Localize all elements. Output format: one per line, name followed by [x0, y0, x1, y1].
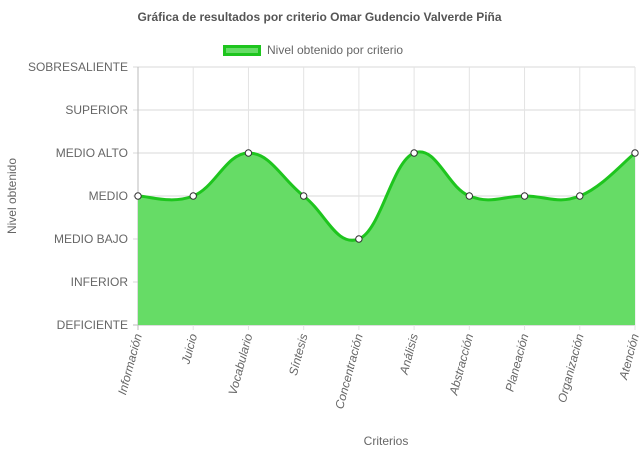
x-tick-label: Vocabulario	[226, 332, 256, 397]
x-tick-label: Abstracción	[446, 332, 476, 397]
data-point[interactable]	[189, 192, 197, 200]
x-tick-label: Síntesis	[286, 332, 311, 377]
x-tick-label: Análisis	[397, 332, 421, 377]
data-point[interactable]	[631, 149, 639, 157]
data-point[interactable]	[299, 192, 308, 200]
x-tick-label: Atención	[616, 332, 639, 382]
x-tick-label: Concentración	[332, 332, 366, 411]
legend-label: Nivel obtenido por criterio	[267, 43, 404, 57]
x-tick-label: Juicio	[178, 332, 200, 367]
y-tick-label: MEDIO BAJO	[54, 232, 128, 246]
data-point[interactable]	[410, 149, 418, 157]
data-point[interactable]	[244, 149, 253, 157]
data-point[interactable]	[576, 192, 584, 200]
x-tick-label: Planeación	[503, 332, 532, 393]
y-tick-label: DEFICIENTE	[57, 318, 128, 332]
chart-title: Gráfica de resultados por criterio Omar …	[137, 10, 502, 24]
data-point[interactable]	[134, 192, 142, 200]
y-tick-label: MEDIO	[89, 189, 128, 203]
series-line	[137, 150, 636, 242]
y-tick-label: INFERIOR	[71, 275, 129, 289]
x-axis-title: Criterios	[363, 434, 409, 448]
x-tick-label: Información	[115, 332, 145, 396]
data-point[interactable]	[465, 192, 474, 200]
y-tick-label: SOBRESALIENTE	[28, 60, 128, 74]
x-tick-label: Organización	[555, 332, 587, 404]
y-tick-label: SUPERIOR	[65, 103, 128, 117]
data-point[interactable]	[520, 192, 529, 200]
data-point[interactable]	[355, 235, 363, 243]
legend[interactable]: Nivel obtenido por criterio	[223, 43, 403, 57]
legend-swatch	[223, 44, 261, 56]
y-tick-label: MEDIO ALTO	[56, 146, 128, 160]
series-area	[138, 151, 635, 325]
